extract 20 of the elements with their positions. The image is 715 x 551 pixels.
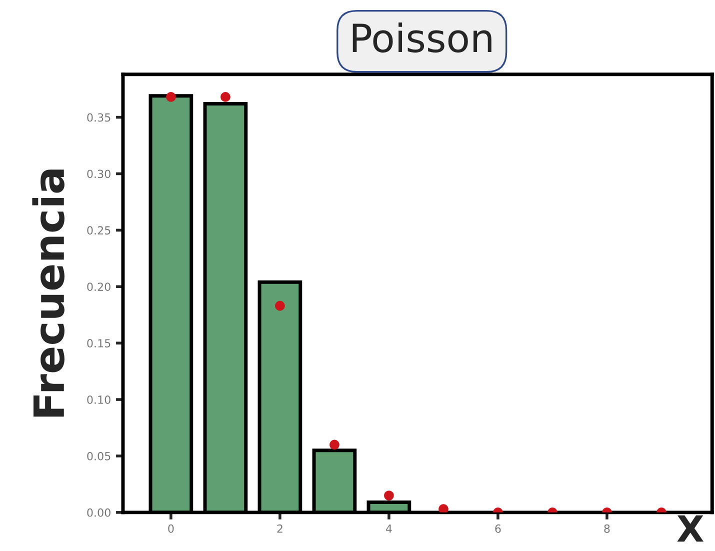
y-tick-label: 0.05 bbox=[87, 452, 110, 460]
y-tick-label: 0.10 bbox=[87, 396, 110, 404]
x-axis-title: X bbox=[677, 515, 704, 542]
point bbox=[220, 92, 230, 102]
y-axis-title: Frecuencia bbox=[32, 170, 64, 417]
point bbox=[166, 92, 176, 102]
chart-title: Poisson bbox=[352, 22, 492, 53]
x-tick-label: 6 bbox=[495, 524, 501, 533]
point bbox=[275, 300, 285, 311]
x-tick-label: 0 bbox=[168, 524, 174, 533]
y-tick-label: 0.15 bbox=[87, 339, 110, 348]
x-tick-label: 2 bbox=[277, 524, 282, 533]
y-tick-label: 0.35 bbox=[87, 113, 110, 122]
y-tick-label: 0.20 bbox=[87, 282, 110, 292]
x-tick-label: 8 bbox=[604, 524, 610, 533]
y-tick-label: 0.00 bbox=[87, 508, 110, 517]
y-tick-label: 0.30 bbox=[87, 170, 110, 178]
point bbox=[438, 504, 448, 512]
x-tick-label: 4 bbox=[386, 524, 392, 533]
y-tick-label: 0.25 bbox=[87, 226, 110, 235]
